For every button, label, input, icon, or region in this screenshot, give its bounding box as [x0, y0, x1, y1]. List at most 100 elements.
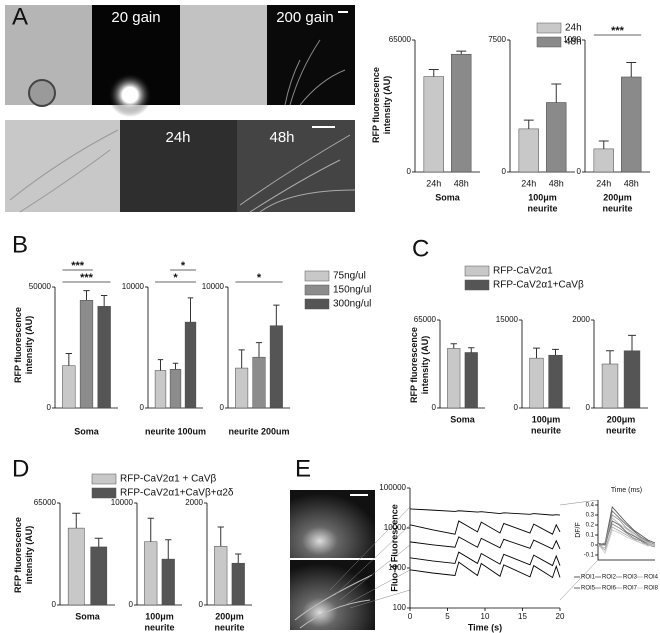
significance-label: *** [80, 272, 94, 284]
micrographs-e [290, 490, 599, 630]
neurite [9, 129, 119, 213]
subplot-title: neurite 100um [145, 426, 206, 436]
bar [97, 306, 111, 409]
y-tick-label: 0 [502, 167, 507, 176]
trace [597, 526, 656, 551]
bar [548, 354, 563, 409]
y-tick-label: 0 [432, 403, 437, 412]
neurite [284, 39, 346, 106]
y-axis-label: intensity (AU) [24, 526, 34, 585]
bar [601, 363, 619, 409]
trace [409, 561, 561, 579]
y-axis-label: DF/F [575, 522, 582, 538]
trace [597, 506, 656, 546]
y-tick-label: 0.2 [586, 523, 595, 529]
legend-label: ROI8 [644, 586, 659, 592]
y-tick-label: 1000 [563, 35, 581, 44]
error-bar [172, 362, 179, 370]
y-tick-label: 10000 [202, 282, 225, 291]
legend-label: RFP-CaV2α1 + CaVβ [120, 474, 217, 485]
significance-label: * [173, 272, 178, 284]
bar [529, 357, 544, 409]
legend-swatch [464, 265, 490, 277]
y-axis-label: RFP fluorescence [371, 67, 381, 143]
trace [409, 551, 561, 567]
neurite [239, 134, 356, 213]
error-bar [456, 50, 467, 55]
y-tick-label: 0 [47, 403, 52, 412]
panel-letter: C [412, 235, 429, 262]
y-axis-label: intensity (AU) [24, 316, 34, 375]
legend-swatch [304, 298, 330, 310]
legend-label: ROI4 [644, 575, 659, 581]
legend-label: RFP-CaV2α1+CaVβ [493, 280, 584, 291]
bar [67, 527, 85, 606]
error-bar [628, 334, 636, 351]
y-tick-label: 0.4 [586, 503, 595, 509]
error-bar [626, 61, 637, 77]
bar [169, 369, 182, 409]
roi-link [329, 506, 411, 609]
error-bar [450, 343, 457, 349]
y-tick-label: 65000 [34, 498, 57, 507]
trace [409, 520, 561, 535]
subplot-title: 200μm [603, 192, 632, 202]
error-bar [100, 294, 108, 307]
error-bar [83, 290, 90, 301]
bar [161, 558, 175, 606]
subplot-title: 200μm [607, 414, 636, 424]
legend-swatch [91, 487, 117, 499]
y-tick-label: 100 [393, 603, 407, 612]
panel-letter: E [295, 455, 311, 482]
y-tick-label: 10000 [111, 498, 134, 507]
legend-label: RFP-CaV2α1+CaVβ+α2δ [120, 488, 234, 499]
error-bar [428, 68, 439, 77]
subplot-title: neurite [606, 425, 636, 435]
error-bar [165, 539, 172, 560]
error-bar [606, 350, 614, 364]
subplot-title: 200μm [215, 611, 244, 621]
y-tick-label: 0 [140, 403, 145, 412]
bar [518, 128, 539, 173]
y-tick-label: 0 [129, 600, 134, 609]
bar [79, 300, 94, 409]
bar [451, 53, 472, 173]
x-tick-label: 10 [481, 612, 490, 621]
error-bar [157, 359, 164, 371]
subplot-title: 100μm [528, 192, 557, 202]
legend-label: 24h [565, 23, 582, 34]
image-label: 20 gain [111, 9, 160, 26]
y-tick-label: 65000 [389, 35, 412, 44]
x-tick-label: 20 [556, 612, 565, 621]
legend-label: ROI2 [602, 575, 617, 581]
bar [252, 356, 266, 409]
trace [409, 508, 561, 516]
cell [28, 79, 56, 107]
significance-label: * [181, 260, 186, 272]
image-label: 200 gain [276, 9, 334, 26]
bar [623, 350, 641, 409]
error-bar [65, 353, 73, 366]
bar-label: 24h [596, 178, 611, 188]
panel-letter: B [12, 231, 28, 258]
image-label: 24h [165, 129, 190, 146]
bar [546, 102, 567, 173]
micrographs-a: 20 gain 200 gain 24h 48h [5, 5, 356, 213]
image [290, 490, 375, 558]
error-bar [238, 349, 245, 369]
error-bar [533, 347, 540, 359]
y-tick-label: 0 [577, 167, 582, 176]
subplot-title: 100μm [532, 414, 561, 424]
bar [144, 541, 158, 606]
x-tick-label: 15 [518, 612, 527, 621]
trace [597, 529, 656, 554]
y-tick-label: 15000 [496, 315, 519, 324]
legend-swatch [536, 36, 562, 48]
error-bar [235, 553, 242, 564]
y-tick-label: 7500 [488, 35, 506, 44]
y-tick-label: 65000 [414, 315, 437, 324]
subplot-title: neurite [144, 622, 174, 632]
y-tick-label: 100000 [379, 483, 406, 492]
bar [231, 562, 245, 606]
